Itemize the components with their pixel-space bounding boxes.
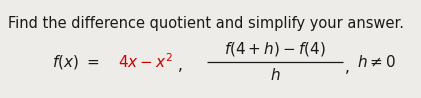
Text: $4x - x^2$: $4x - x^2$ (118, 53, 173, 71)
Text: $f(4 + h) - f(4)$: $f(4 + h) - f(4)$ (224, 40, 326, 58)
Text: ,: , (178, 59, 183, 74)
Text: $f(x)\ =\ $: $f(x)\ =\ $ (52, 53, 99, 71)
Text: $h$: $h$ (270, 67, 280, 83)
Text: $h \neq 0$: $h \neq 0$ (357, 54, 396, 70)
Text: Find the difference quotient and simplify your answer.: Find the difference quotient and simplif… (8, 16, 404, 31)
Text: ,: , (345, 60, 350, 75)
